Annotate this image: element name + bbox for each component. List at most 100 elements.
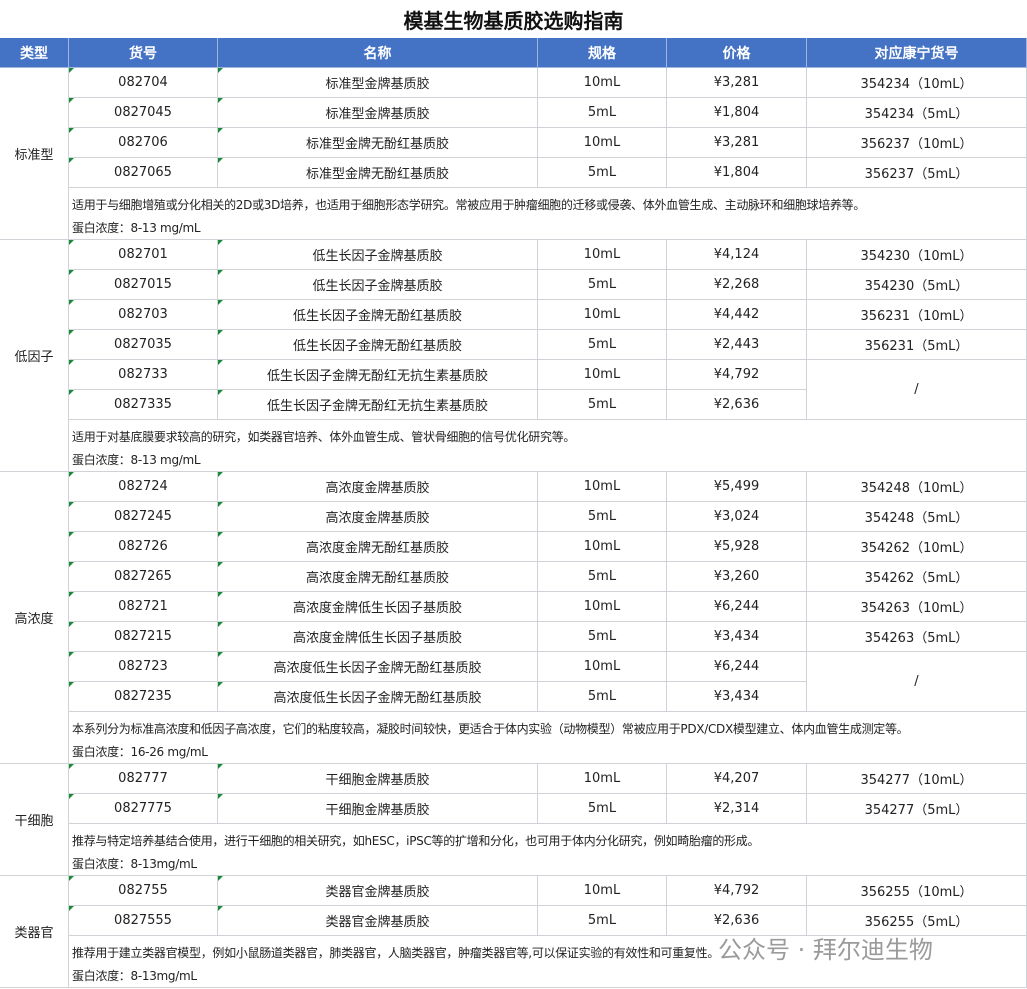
code-cell: 0827335 <box>69 390 218 420</box>
cell-marker <box>218 270 223 275</box>
spec-cell: 5mL <box>538 158 667 188</box>
price-cell: ¥2,268 <box>667 270 807 300</box>
code-cell: 082706 <box>69 128 218 158</box>
cell-marker <box>218 472 223 477</box>
spec-cell: 10mL <box>538 532 667 562</box>
cell-marker <box>69 270 74 275</box>
cell-marker <box>69 300 74 305</box>
corning-code-cell: 354263（10mL） <box>807 592 1027 622</box>
name-cell: 低生长因子金牌基质胶 <box>218 270 538 300</box>
note-cell: 适用于与细胞增殖或分化相关的2D或3D培养，也适用于细胞形态学研究。常被应用于肿… <box>69 188 1027 240</box>
code-cell: 0827235 <box>69 682 218 712</box>
cell-marker <box>69 532 74 537</box>
cell-marker <box>69 240 74 245</box>
spec-cell: 5mL <box>538 502 667 532</box>
code-cell: 0827245 <box>69 502 218 532</box>
code-cell: 082726 <box>69 532 218 562</box>
price-cell: ¥2,443 <box>667 330 807 360</box>
name-cell: 标准型金牌基质胶 <box>218 68 538 98</box>
cell-marker <box>218 390 223 395</box>
spec-cell: 10mL <box>538 240 667 270</box>
note-cell: 本系列分为标准高浓度和低因子高浓度，它们的粘度较高，凝胶时间较快，更适合于体内实… <box>69 712 1027 764</box>
spec-cell: 5mL <box>538 622 667 652</box>
note-line: 蛋白浓度：8-13 mg/mL <box>72 453 201 467</box>
note-line: 蛋白浓度：8-13mg/mL <box>72 857 197 871</box>
code-cell: 082704 <box>69 68 218 98</box>
price-cell: ¥3,434 <box>667 682 807 712</box>
price-cell: ¥3,434 <box>667 622 807 652</box>
spec-cell: 10mL <box>538 592 667 622</box>
corning-code-cell: 354234（5mL） <box>807 98 1027 128</box>
cell-marker <box>69 876 74 881</box>
name-cell: 低生长因子金牌无酚红基质胶 <box>218 330 538 360</box>
note-line: 适用于对基底膜要求较高的研究，如类器官培养、体外血管生成、管状骨细胞的信号优化研… <box>72 430 576 444</box>
cell-marker <box>69 562 74 567</box>
spec-cell: 5mL <box>538 562 667 592</box>
cell-marker <box>218 360 223 365</box>
name-cell: 高浓度金牌低生长因子基质胶 <box>218 622 538 652</box>
cell-marker <box>69 502 74 507</box>
corning-code-cell: 354248（10mL） <box>807 472 1027 502</box>
corning-code-cell: 356237（5mL） <box>807 158 1027 188</box>
name-cell: 高浓度金牌低生长因子基质胶 <box>218 592 538 622</box>
cell-marker <box>218 764 223 769</box>
spec-cell: 10mL <box>538 68 667 98</box>
cell-marker <box>218 652 223 657</box>
price-cell: ¥6,244 <box>667 652 807 682</box>
name-cell: 干细胞金牌基质胶 <box>218 794 538 824</box>
cell-marker <box>69 906 74 911</box>
corning-code-cell: 354230（5mL） <box>807 270 1027 300</box>
spec-cell: 10mL <box>538 764 667 794</box>
corning-code-cell: 356231（5mL） <box>807 330 1027 360</box>
price-cell: ¥1,804 <box>667 98 807 128</box>
price-cell: ¥5,928 <box>667 532 807 562</box>
type-cell: 标准型 <box>0 68 69 240</box>
cell-marker <box>69 390 74 395</box>
cell-marker <box>69 794 74 799</box>
cell-marker <box>69 68 74 73</box>
corning-code-cell: 354262（5mL） <box>807 562 1027 592</box>
code-cell: 082777 <box>69 764 218 794</box>
cell-marker <box>218 532 223 537</box>
corning-code-cell: / <box>807 652 1027 712</box>
cell-marker <box>69 682 74 687</box>
cell-marker <box>218 592 223 597</box>
code-cell: 082701 <box>69 240 218 270</box>
name-cell: 干细胞金牌基质胶 <box>218 764 538 794</box>
code-cell: 082733 <box>69 360 218 390</box>
cell-marker <box>218 622 223 627</box>
cell-marker <box>69 764 74 769</box>
price-cell: ¥3,260 <box>667 562 807 592</box>
name-cell: 标准型金牌基质胶 <box>218 98 538 128</box>
spec-cell: 10mL <box>538 128 667 158</box>
price-cell: ¥5,499 <box>667 472 807 502</box>
header-cell: 名称 <box>218 38 538 68</box>
type-cell: 高浓度 <box>0 472 69 764</box>
name-cell: 高浓度金牌基质胶 <box>218 472 538 502</box>
price-cell: ¥4,792 <box>667 360 807 390</box>
note-line: 蛋白浓度：8-13 mg/mL <box>72 221 201 235</box>
header-cell: 价格 <box>667 38 807 68</box>
note-cell: 适用于对基底膜要求较高的研究，如类器官培养、体外血管生成、管状骨细胞的信号优化研… <box>69 420 1027 472</box>
cell-marker <box>218 158 223 163</box>
code-cell: 0827065 <box>69 158 218 188</box>
note-line: 推荐与特定培养基结合使用，进行干细胞的相关研究，如hESC，iPSC等的扩增和分… <box>72 834 760 848</box>
cell-marker <box>218 240 223 245</box>
cell-marker <box>69 98 74 103</box>
header-cell: 类型 <box>0 38 69 68</box>
price-cell: ¥2,636 <box>667 906 807 936</box>
corning-code-cell: 354277（10mL） <box>807 764 1027 794</box>
code-cell: 0827215 <box>69 622 218 652</box>
cell-marker <box>218 98 223 103</box>
spec-cell: 10mL <box>538 876 667 906</box>
code-cell: 0827265 <box>69 562 218 592</box>
price-cell: ¥4,792 <box>667 876 807 906</box>
corning-code-cell: 354262（10mL） <box>807 532 1027 562</box>
watermark: 公众号 · 拜尔迪生物 <box>718 936 933 964</box>
corning-code-cell: 356231（10mL） <box>807 300 1027 330</box>
name-cell: 类器官金牌基质胶 <box>218 906 538 936</box>
note-line: 本系列分为标准高浓度和低因子高浓度，它们的粘度较高，凝胶时间较快，更适合于体内实… <box>72 722 909 736</box>
corning-code-cell: 356255（10mL） <box>807 876 1027 906</box>
code-cell: 082723 <box>69 652 218 682</box>
cell-marker <box>218 68 223 73</box>
